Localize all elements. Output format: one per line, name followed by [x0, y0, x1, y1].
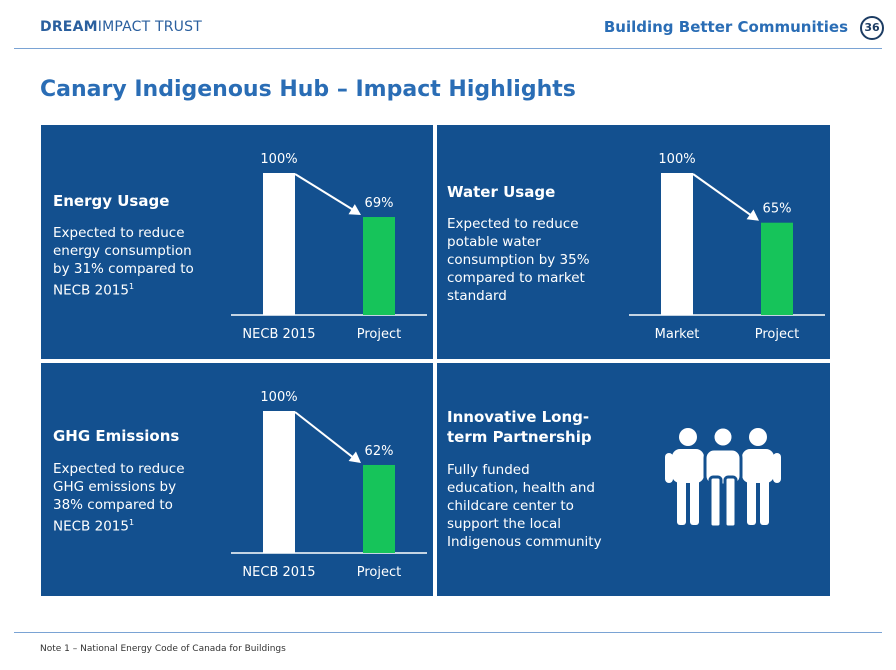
- water-chart: 100% Market 65% Project: [629, 152, 825, 342]
- page-number: 36: [860, 16, 884, 40]
- section-title: Building Better Communities: [603, 18, 848, 36]
- partnership-desc-line: education, health and: [447, 480, 595, 496]
- header-divider: [14, 48, 882, 49]
- logo: DREAMIMPACT TRUST: [40, 19, 202, 35]
- page-header: DREAMIMPACT TRUST Building Better Commun…: [0, 0, 896, 50]
- category-label: NECB 2015: [242, 565, 315, 580]
- chart-bar: [263, 173, 295, 315]
- energy-desc-line: energy consumption: [53, 243, 192, 259]
- ghg-panel: GHG Emissions Expected to reduce GHG emi…: [41, 363, 433, 596]
- trend-arrow-line: [692, 173, 754, 218]
- partnership-desc-line: support the local: [447, 516, 562, 532]
- energy-title: Energy Usage: [53, 192, 170, 210]
- partnership-desc-line: childcare center to: [447, 498, 574, 514]
- partnership-panel: Innovative Long- term Partnership Fully …: [437, 363, 830, 596]
- partnership-title-line: Innovative Long-: [447, 408, 590, 426]
- trend-arrow-line: [294, 173, 356, 212]
- category-label: Project: [357, 565, 401, 580]
- water-desc-line: standard: [447, 288, 507, 304]
- value-label: 69%: [365, 196, 394, 211]
- ghg-desc-line: Expected to reduce: [53, 461, 185, 477]
- logo-bold-text: DREAM: [40, 19, 98, 35]
- partnership-description: Fully funded education, health and child…: [447, 461, 602, 551]
- energy-desc-line: NECB 2015: [53, 282, 129, 299]
- water-panel: Water Usage Expected to reduce potable w…: [437, 125, 830, 359]
- ghg-title: GHG Emissions: [53, 427, 180, 445]
- people-group-icon: [665, 425, 781, 529]
- trend-arrow-head: [348, 204, 361, 216]
- category-label: NECB 2015: [242, 327, 315, 342]
- energy-desc-line: by 31% compared to: [53, 261, 194, 277]
- ghg-description: Expected to reduce GHG emissions by 38% …: [53, 460, 185, 536]
- page-title: Canary Indigenous Hub – Impact Highlight…: [40, 77, 576, 102]
- partnership-title-line: term Partnership: [447, 428, 592, 446]
- category-label: Project: [357, 327, 401, 342]
- value-label: 65%: [763, 202, 792, 217]
- ghg-desc-line: 38% compared to: [53, 497, 173, 513]
- energy-panel: Energy Usage Expected to reduce energy c…: [41, 125, 433, 359]
- value-label: 100%: [260, 152, 297, 167]
- energy-description: Expected to reduce energy consumption by…: [53, 224, 194, 300]
- water-desc-line: compared to market: [447, 270, 585, 286]
- partnership-desc-line: Fully funded: [447, 462, 530, 478]
- partnership-desc-line: Indigenous community: [447, 534, 602, 550]
- value-label: 62%: [365, 444, 394, 459]
- value-label: 100%: [260, 390, 297, 405]
- ghg-desc-line: GHG emissions by: [53, 479, 177, 495]
- footer-divider: [14, 632, 882, 633]
- footnote-mark: 1: [128, 518, 135, 527]
- footnote-mark: 1: [128, 282, 135, 291]
- trend-arrow-head: [348, 451, 361, 463]
- water-desc-line: Expected to reduce: [447, 216, 579, 232]
- value-label: 100%: [658, 152, 695, 167]
- ghg-chart: 100% NECB 2015 62% Project: [231, 390, 427, 580]
- chart-bar: [761, 222, 793, 315]
- logo-light-text: IMPACT TRUST: [97, 19, 202, 35]
- water-description: Expected to reduce potable water consump…: [447, 215, 590, 305]
- category-label: Project: [755, 327, 799, 342]
- chart-bar: [661, 173, 693, 315]
- energy-desc-line: Expected to reduce: [53, 225, 185, 241]
- trend-arrow-head: [746, 209, 759, 221]
- category-label: Market: [655, 327, 700, 342]
- ghg-desc-line: NECB 2015: [53, 518, 129, 535]
- energy-chart: 100% NECB 2015 69% Project: [231, 152, 427, 342]
- water-desc-line: consumption by 35%: [447, 252, 590, 268]
- trend-arrow-line: [294, 411, 356, 460]
- water-desc-line: potable water: [447, 234, 541, 250]
- water-title: Water Usage: [447, 183, 556, 201]
- partnership-title: Innovative Long- term Partnership: [447, 407, 592, 447]
- chart-bar: [363, 217, 395, 315]
- chart-bar: [363, 464, 395, 553]
- chart-bar: [263, 411, 295, 553]
- footnote: Note 1 – National Energy Code of Canada …: [40, 644, 286, 654]
